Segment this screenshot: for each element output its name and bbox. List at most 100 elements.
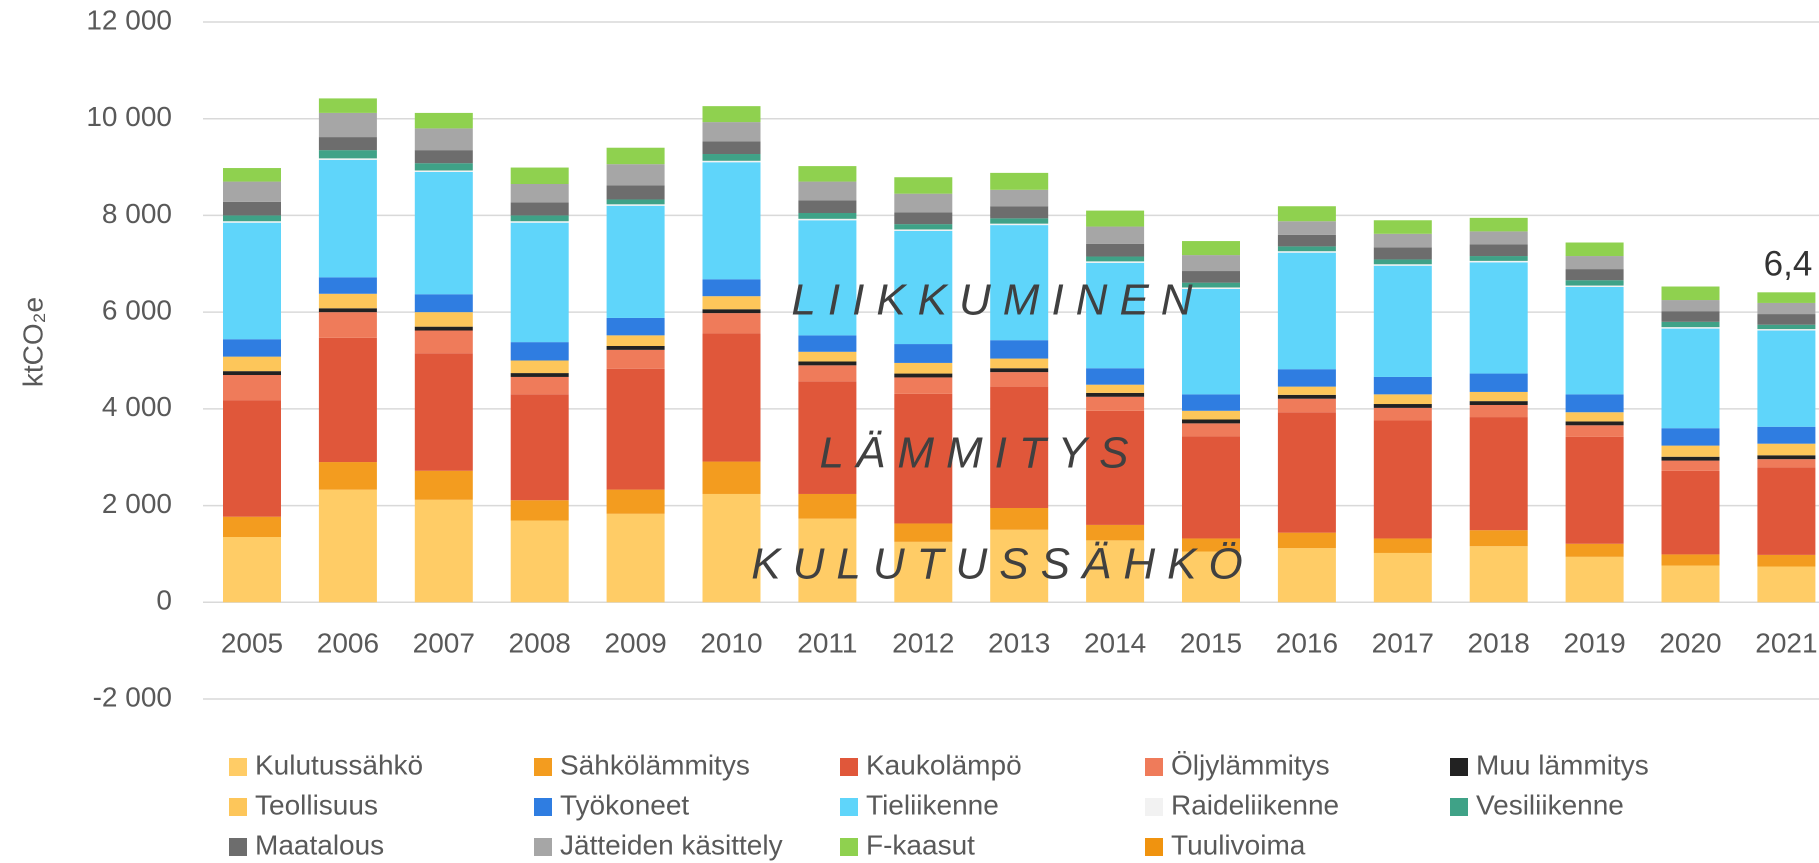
bar-segment [798,493,857,519]
legend-label: Kulutussähkö [255,749,423,780]
bar-segment [1565,269,1624,281]
bar-segment [1469,373,1528,392]
x-tick-label: 2014 [1084,627,1146,658]
bar-segment [702,493,761,603]
bar-segment [1565,242,1624,257]
x-tick-label: 2010 [700,627,762,658]
bar-segment [1086,226,1145,244]
bar-segment [1277,234,1336,247]
bar-segment [1373,265,1432,377]
bar-segment [606,185,665,200]
bar-segment [894,229,953,231]
x-tick-label: 2013 [988,627,1050,658]
bar-segment [798,351,857,362]
bar-segment [1086,243,1145,257]
bar-segment [1086,256,1145,262]
bar-segment [990,340,1049,359]
legend-swatch [1145,838,1163,856]
bar-segment [510,202,569,216]
bar-segment [894,344,953,363]
bar-segment [702,141,761,155]
bar-segment [1469,391,1528,402]
x-tick-label: 2015 [1180,627,1242,658]
bar-segment [1661,554,1720,566]
legend-label: Muu lämmitys [1476,749,1649,780]
bar-segment [1182,282,1240,288]
x-tick-label: 2009 [604,627,666,658]
bar-segment [1086,392,1145,397]
bar-segment [1182,241,1240,256]
bar-segment [894,373,953,378]
legend-swatch [1450,798,1468,816]
bar-segment [223,222,281,340]
bar-segment [798,381,857,494]
legend-label: Raideliikenne [1171,789,1339,820]
bar-segment [1469,260,1528,263]
bar-segment [702,461,761,494]
bar-segment [1757,314,1816,325]
bar-segment [223,215,281,222]
bar-segment [894,541,953,603]
bar-segment [1373,259,1432,265]
bar-segment [702,162,761,280]
legend-swatch [229,758,247,776]
bar-segment [606,513,665,603]
bar-segment [798,365,857,382]
bar-segment [1373,407,1432,421]
bar-segment [510,342,569,361]
bar-segment [1469,404,1528,418]
bar-segment [318,112,377,138]
bar-segment [1757,329,1816,331]
bar-segment [1182,436,1240,539]
bar-segment [606,335,665,346]
bar-segment [318,159,377,278]
legend-swatch [229,838,247,856]
bar-segment [702,313,761,334]
bar-segment [223,375,281,401]
bar-segment [1277,206,1336,222]
bar-segment [1277,412,1336,533]
legend-label: Kaukolämpö [866,749,1022,780]
bar-segment [990,507,1049,530]
bar-segment [510,360,569,374]
bar-segment [1469,256,1528,261]
bar-segment [702,279,761,297]
bar-segment [223,537,281,603]
bar-segment [1182,394,1240,411]
legend-swatch [1145,758,1163,776]
bar-segment [1086,410,1145,525]
bar-segment [510,373,569,377]
bar-segment [702,333,761,462]
bar-segment [318,462,377,490]
bar-segment [702,309,761,314]
bar-segment [1182,419,1240,424]
legend-swatch [840,798,858,816]
bar-segment [606,368,665,490]
bar-segment [1757,467,1816,555]
bar-segment [414,128,473,151]
bar-segment [1469,546,1528,603]
bar-segment [1182,410,1240,420]
y-tick-label: 8 000 [102,198,172,229]
bar-segment [1373,220,1432,234]
x-tick-label: 2007 [413,627,475,658]
legend-label: Maatalous [255,829,384,860]
bar-segment [223,371,281,376]
bar-segment [798,166,857,182]
legend-swatch [534,838,552,856]
bar-segment [798,200,857,214]
sector-annotation: LÄMMITYS [820,429,1141,478]
x-tick-label: 2020 [1659,627,1721,658]
bar-segment [510,167,569,184]
y-axis-label: ktCO₂e [17,297,48,387]
bar-segment [1469,530,1528,547]
bar-segment [1086,368,1145,385]
legend-label: Vesiliikenne [1476,789,1624,820]
bar-segment [702,154,761,161]
bar-segment [1757,330,1816,427]
legend-swatch [840,758,858,776]
x-tick-label: 2018 [1468,627,1530,658]
bar-segment [1565,286,1624,395]
bar-segment [1182,255,1240,272]
